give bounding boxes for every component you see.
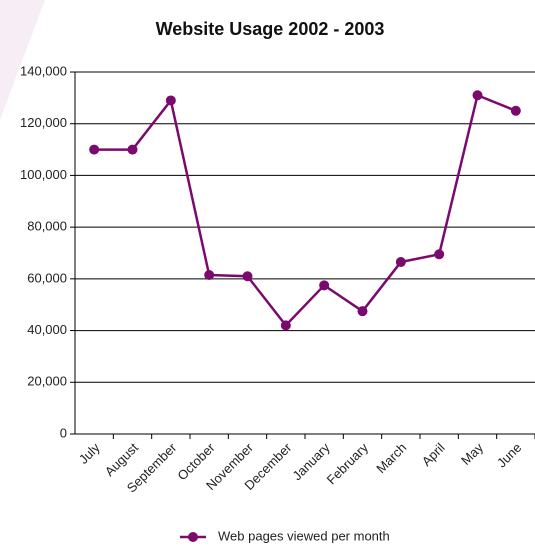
data-point bbox=[165, 95, 176, 106]
data-point bbox=[472, 90, 483, 101]
data-point bbox=[280, 320, 291, 331]
data-point bbox=[204, 269, 215, 280]
data-point bbox=[395, 257, 406, 268]
chart-title: Website Usage 2002 - 2003 bbox=[156, 19, 385, 39]
y-tick-label: 140,000 bbox=[20, 63, 67, 78]
data-point bbox=[357, 306, 368, 317]
x-tick-label: May bbox=[458, 440, 486, 468]
y-tick-label: 40,000 bbox=[27, 322, 67, 337]
data-point bbox=[127, 144, 138, 155]
decoration bbox=[0, 0, 45, 120]
x-tick-label: April bbox=[419, 440, 448, 469]
x-tick-label: June bbox=[494, 440, 525, 471]
y-tick-label: 60,000 bbox=[27, 270, 67, 285]
legend-label: Web pages viewed per month bbox=[218, 528, 390, 543]
y-tick-label: 0 bbox=[60, 425, 67, 440]
data-point bbox=[89, 144, 100, 155]
x-tick-label: July bbox=[76, 440, 103, 467]
legend-marker bbox=[188, 532, 198, 542]
y-tick-label: 120,000 bbox=[20, 115, 67, 130]
data-point bbox=[242, 271, 253, 282]
data-point bbox=[319, 280, 330, 291]
y-tick-label: 80,000 bbox=[27, 219, 67, 234]
x-tick-label: March bbox=[373, 440, 409, 476]
data-point bbox=[434, 249, 445, 260]
x-tick-label: February bbox=[324, 440, 372, 488]
y-tick-label: 100,000 bbox=[20, 167, 67, 182]
y-tick-label: 20,000 bbox=[27, 374, 67, 389]
data-point bbox=[510, 105, 521, 116]
data-line bbox=[94, 93, 517, 328]
